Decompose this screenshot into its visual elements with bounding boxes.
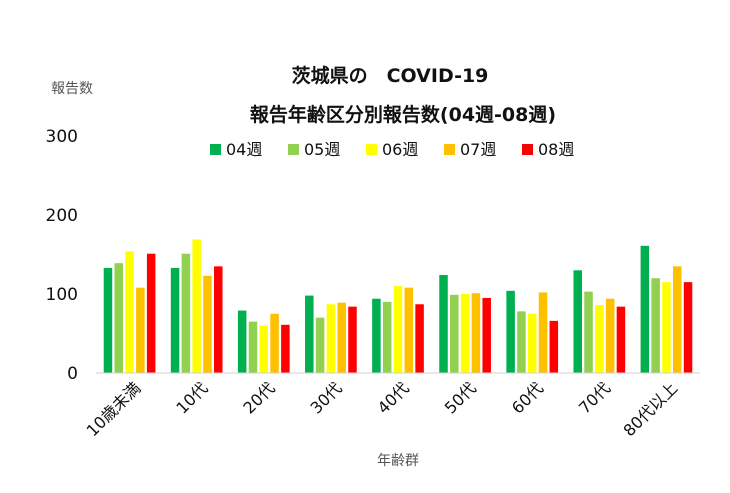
bars (103, 239, 693, 373)
bar (605, 298, 615, 373)
bar (506, 290, 515, 373)
y-tick-label: 200 (46, 206, 78, 226)
x-tick-label: 20代 (239, 378, 278, 417)
bar (672, 266, 682, 373)
y-tick-label: 300 (46, 127, 78, 147)
bar (393, 286, 403, 373)
bar (214, 266, 223, 373)
bar (237, 310, 247, 373)
legend-label: 06週 (382, 140, 418, 159)
legend-swatch (288, 144, 299, 155)
bar (573, 270, 582, 373)
bar (114, 263, 124, 373)
bar (616, 306, 626, 373)
bar (170, 267, 180, 373)
bar (482, 297, 491, 373)
legend: 04週 05週 06週 07週 08週 (210, 140, 574, 159)
bar (146, 253, 156, 373)
legend-swatch (210, 144, 221, 155)
bar (270, 313, 279, 373)
bar (517, 311, 526, 373)
bar (527, 313, 537, 373)
x-tick-label: 10歳未満 (83, 378, 145, 440)
x-tick-label: 30代 (307, 378, 346, 417)
bar (382, 301, 392, 373)
bar (439, 275, 448, 373)
bar (595, 305, 604, 373)
x-tick-label: 50代 (441, 378, 480, 417)
bar (651, 278, 660, 373)
bar (203, 275, 212, 373)
bar (538, 292, 548, 373)
bar (415, 304, 424, 373)
x-tick-label: 70代 (575, 378, 614, 417)
bar (348, 306, 357, 373)
bar (662, 282, 671, 373)
legend-swatch (366, 144, 377, 155)
bar (549, 320, 559, 373)
bar (125, 251, 134, 373)
y-tick-label: 100 (46, 285, 78, 305)
bar (584, 291, 593, 373)
x-axis-ticks: 10歳未満 10代 20代 30代 40代 50代 60代 70代 80代以上 (83, 378, 682, 440)
bar (683, 282, 693, 373)
y-axis-label: 報告数 (51, 81, 93, 97)
y-axis-ticks: 0 100 200 300 (46, 127, 78, 384)
legend-label: 07週 (460, 140, 496, 159)
bar (103, 267, 113, 373)
bar (337, 302, 346, 373)
legend-label: 05週 (304, 140, 340, 159)
x-tick-label: 10代 (172, 378, 211, 417)
x-axis-label: 年齢群 (377, 453, 419, 469)
bar (181, 253, 191, 373)
bar (326, 304, 336, 373)
x-tick-label: 80代以上 (619, 378, 681, 440)
legend-swatch (444, 144, 455, 155)
legend-swatch (522, 144, 533, 155)
x-tick-label: 60代 (508, 378, 547, 417)
bar (372, 298, 381, 373)
bar (450, 294, 459, 373)
bar (192, 239, 201, 373)
bar (315, 317, 325, 373)
legend-label: 08週 (538, 140, 574, 159)
bar (460, 294, 470, 373)
bar (640, 245, 650, 373)
bar (305, 295, 314, 373)
bar (404, 287, 414, 373)
bar (259, 325, 269, 373)
legend-label: 04週 (226, 140, 262, 159)
x-tick-label: 40代 (374, 378, 413, 417)
y-tick-label: 0 (67, 364, 78, 384)
bar (136, 287, 145, 373)
bar (281, 324, 290, 373)
chart-title-line1: 茨城県の COVID-19 (292, 64, 489, 87)
bar (471, 293, 481, 373)
chart-title-line2: 報告年齢区分別報告数(04週-08週) (250, 103, 556, 126)
bar (248, 321, 258, 373)
